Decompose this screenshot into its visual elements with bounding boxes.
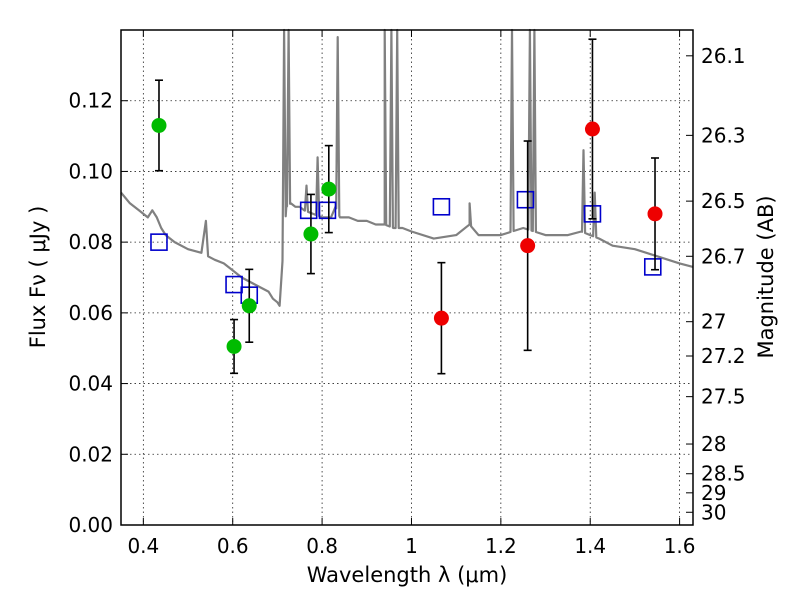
model-square-marker — [150, 233, 168, 251]
model-square-marker — [299, 201, 318, 220]
x-tick-label: 1 — [405, 534, 418, 558]
grid-lines — [121, 30, 693, 526]
y-tick-label: 0.00 — [68, 513, 113, 537]
model-square-marker — [432, 197, 451, 216]
right-y-axis-title: Magnitude (AB) — [754, 195, 778, 358]
y-tick-label: 0.10 — [68, 159, 113, 183]
x-tick-label: 0.8 — [306, 534, 338, 558]
x-tick-label: 1.4 — [574, 534, 606, 558]
right-tick-label: 26.1 — [701, 44, 746, 68]
data-point — [241, 298, 257, 314]
spectrum — [120, 28, 694, 307]
right-tick-label: 26.3 — [701, 123, 746, 147]
data-point — [520, 238, 536, 254]
y-axis-title: Flux Fν ( μJy ) — [26, 206, 50, 349]
model-square-marker — [318, 201, 337, 220]
right-tick-label: 26.5 — [701, 189, 746, 213]
data-point — [303, 226, 319, 242]
model-square-marker — [643, 258, 662, 276]
y-tick-label: 0.02 — [68, 442, 113, 466]
y-tick-label: 0.08 — [68, 230, 113, 254]
y-tick-label: 0.06 — [68, 301, 113, 325]
data-point — [321, 181, 337, 197]
x-axis-title: Wavelength λ (μm) — [307, 563, 508, 587]
data-point — [226, 338, 242, 354]
x-tick-label: 1.2 — [485, 534, 517, 558]
right-tick-label: 27.5 — [701, 385, 746, 409]
data-point — [151, 117, 167, 133]
right-tick-label: 28 — [701, 432, 726, 456]
right-tick-label: 28.5 — [701, 462, 746, 486]
x-tick-label: 0.6 — [217, 534, 249, 558]
right-tick-label: 30 — [701, 500, 726, 524]
model-square-marker — [225, 275, 243, 294]
plot-frame — [120, 29, 694, 526]
spectrum-line — [120, 28, 694, 307]
x-tick-label: 1.6 — [664, 534, 696, 558]
markers — [150, 38, 663, 375]
y-tick-label: 0.12 — [68, 89, 113, 113]
data-point — [647, 206, 663, 222]
model-square-marker — [516, 190, 535, 209]
right-tick-label: 26.7 — [701, 244, 746, 268]
ticks: 0.4 0.6 0.8 1 1.2 1.4 1.6 0.00 0.02 0.04 0.06 0.08 0… — [68, 30, 746, 558]
right-tick-label: 27 — [701, 310, 726, 334]
right-tick-label: 29 — [701, 481, 726, 505]
x-tick-label: 0.4 — [127, 534, 159, 558]
y-tick-label: 0.04 — [68, 372, 113, 396]
data-point — [584, 121, 600, 137]
right-tick-label: 27.2 — [701, 344, 746, 368]
data-point — [433, 310, 449, 326]
